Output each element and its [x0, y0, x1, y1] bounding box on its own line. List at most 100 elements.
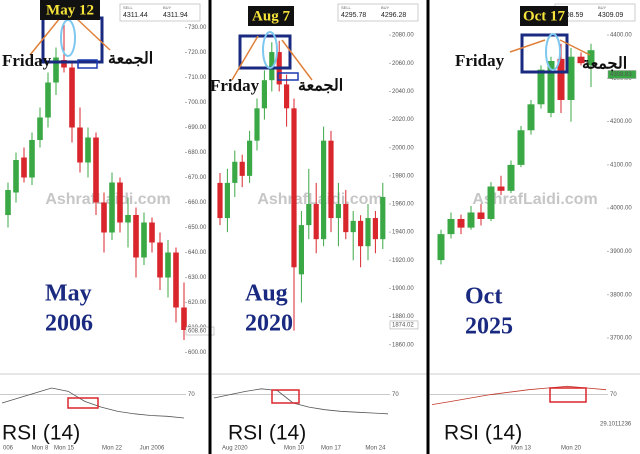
candle-body — [45, 82, 51, 118]
buy-price: 4309.09 — [598, 12, 623, 19]
period-label: 2025 — [465, 314, 513, 340]
y-tick-label: 640.00 — [188, 250, 207, 256]
date-label: May 12 — [46, 2, 94, 18]
pointer-line — [509, 39, 546, 53]
pointer-line — [559, 39, 591, 56]
highlight-ellipse — [262, 31, 278, 69]
rsi-tick-label: 70 — [188, 392, 195, 398]
y-tick-label: 720.00 — [188, 50, 207, 56]
candle-body — [5, 190, 11, 215]
candle-body — [173, 252, 179, 308]
watermark: AshrafLaidi.com — [472, 191, 597, 208]
y-tick-label: 4400.00 — [610, 33, 632, 39]
sell-price: 4295.78 — [341, 12, 366, 19]
rsi-tick-label: 70 — [392, 392, 399, 398]
y-tick-label: 730.00 — [188, 25, 207, 31]
y-tick-label: 1880.00 — [392, 314, 414, 320]
x-tick-label: Aug 2020 — [222, 446, 248, 452]
candle-body — [53, 57, 59, 83]
friday-label: Friday — [455, 51, 505, 70]
y-tick-label: 1920.00 — [392, 258, 414, 264]
candle-body — [101, 202, 107, 233]
date-label: Aug 7 — [252, 8, 290, 24]
period-label: 2020 — [245, 311, 293, 337]
y-tick-label: 3700.00 — [610, 336, 632, 342]
y-tick-label: 1860.00 — [392, 342, 414, 348]
date-label: Oct 17 — [523, 8, 566, 24]
last-price-label: 4308.83 — [610, 72, 632, 78]
candle-body — [313, 203, 319, 240]
y-tick-label: 2080.00 — [392, 33, 414, 39]
y-tick-label: 660.00 — [188, 200, 207, 206]
candle-body — [13, 160, 19, 193]
candle-body — [261, 80, 267, 109]
candle-body — [497, 186, 505, 191]
candle-body — [109, 182, 115, 233]
y-tick-label: 4000.00 — [610, 206, 632, 212]
candle-body — [358, 220, 364, 247]
rsi-line — [1, 387, 185, 419]
y-tick-label: 1980.00 — [392, 173, 414, 179]
candle-body — [577, 56, 585, 64]
period-label: Aug — [245, 281, 288, 307]
y-tick-label: 2020.00 — [392, 117, 414, 123]
last-price-label: 1874.02 — [392, 323, 414, 329]
y-tick-label: 4200.00 — [610, 119, 632, 125]
candle-body — [61, 60, 67, 68]
candle-body — [93, 137, 99, 203]
candle-body — [547, 61, 555, 113]
candle-body — [343, 203, 349, 233]
candle-body — [321, 140, 327, 240]
candle-body — [77, 127, 83, 163]
candle-body — [298, 225, 304, 275]
candle-body — [181, 307, 187, 330]
watermark: AshrafLaidi.com — [257, 191, 382, 208]
friday-label: Friday — [2, 51, 52, 70]
highlight-ellipse — [545, 33, 561, 71]
sell-price: 4311.44 — [123, 12, 148, 19]
last-price-box — [607, 70, 637, 79]
candle-body — [149, 222, 155, 243]
candle-body — [557, 58, 565, 100]
quote-box — [119, 3, 201, 22]
x-tick-label: Mon 24 — [365, 446, 386, 452]
candle-body — [29, 140, 35, 178]
candle-body — [335, 203, 341, 219]
rsi-readout: 29.1011236 — [600, 422, 632, 428]
candle-body — [239, 161, 245, 176]
y-tick-label: 3800.00 — [610, 292, 632, 298]
y-tick-label: 2000.00 — [392, 145, 414, 151]
buy-price: 4296.28 — [381, 12, 406, 19]
y-tick-label: 650.00 — [188, 225, 207, 231]
last-price-box — [389, 320, 419, 330]
x-tick-label: Mon 8 — [32, 446, 49, 452]
x-tick-label: Jun 2006 — [140, 446, 165, 452]
pointer-line — [281, 39, 313, 81]
period-label: 2006 — [45, 311, 93, 337]
indicator-label: RSI (14) — [228, 422, 306, 445]
friday-arabic-label: الجمعة — [298, 78, 343, 95]
buy-label: BUY — [381, 5, 390, 10]
candle-body — [587, 50, 595, 66]
last-price-box — [185, 326, 215, 336]
pointer-line — [231, 35, 259, 81]
y-tick-label: 4300.00 — [610, 76, 632, 82]
quote-box — [337, 3, 419, 22]
pointer-line — [75, 17, 111, 51]
y-tick-label: 1900.00 — [392, 286, 414, 292]
candle-body — [37, 117, 43, 140]
rsi-line — [431, 385, 607, 406]
candle-body — [217, 182, 223, 219]
x-tick-label: 006 — [3, 446, 14, 452]
y-tick-label: 1960.00 — [392, 202, 414, 208]
buy-price: 4311.94 — [163, 12, 188, 19]
candle-body — [328, 140, 334, 219]
watermark: AshrafLaidi.com — [45, 191, 170, 208]
y-tick-label: 700.00 — [188, 100, 207, 106]
x-tick-label: Mon 22 — [102, 446, 123, 452]
friday-arabic-label: الجمعة — [108, 51, 153, 68]
candle-body — [21, 157, 27, 178]
y-tick-label: 2060.00 — [392, 61, 414, 67]
x-tick-label: Mon 17 — [321, 446, 342, 452]
date-label-box — [520, 6, 568, 26]
